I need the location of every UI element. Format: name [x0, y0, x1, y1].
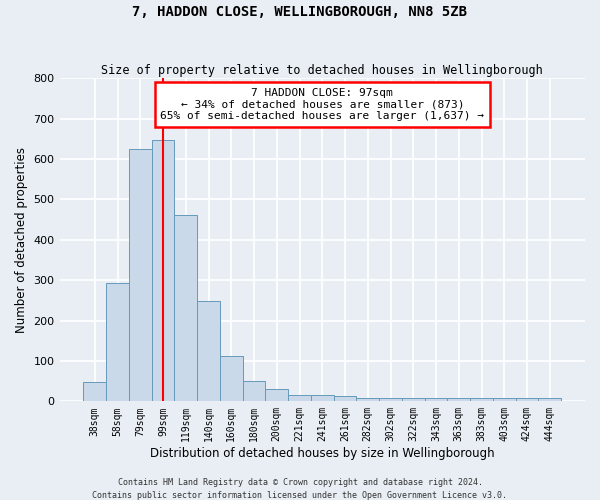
Bar [83, 382, 106, 402]
Bar [265, 389, 288, 402]
Bar [175, 215, 197, 402]
Bar [425, 398, 448, 402]
Bar [470, 398, 493, 402]
Bar [152, 140, 175, 402]
Bar [493, 398, 515, 402]
Text: 7, HADDON CLOSE, WELLINGBOROUGH, NN8 5ZB: 7, HADDON CLOSE, WELLINGBOROUGH, NN8 5ZB [133, 5, 467, 19]
Bar [106, 283, 129, 402]
Y-axis label: Number of detached properties: Number of detached properties [15, 147, 28, 333]
Bar [220, 356, 242, 402]
Bar [515, 398, 538, 402]
Bar [448, 398, 470, 402]
X-axis label: Distribution of detached houses by size in Wellingborough: Distribution of detached houses by size … [150, 447, 494, 460]
Bar [197, 301, 220, 402]
Bar [311, 396, 334, 402]
Bar [242, 381, 265, 402]
Bar [379, 398, 402, 402]
Bar [356, 398, 379, 402]
Bar [288, 396, 311, 402]
Bar [129, 149, 152, 402]
Text: 7 HADDON CLOSE: 97sqm
← 34% of detached houses are smaller (873)
65% of semi-det: 7 HADDON CLOSE: 97sqm ← 34% of detached … [160, 88, 484, 121]
Title: Size of property relative to detached houses in Wellingborough: Size of property relative to detached ho… [101, 64, 543, 77]
Bar [334, 396, 356, 402]
Text: Contains HM Land Registry data © Crown copyright and database right 2024.
Contai: Contains HM Land Registry data © Crown c… [92, 478, 508, 500]
Bar [402, 398, 425, 402]
Bar [538, 398, 561, 402]
